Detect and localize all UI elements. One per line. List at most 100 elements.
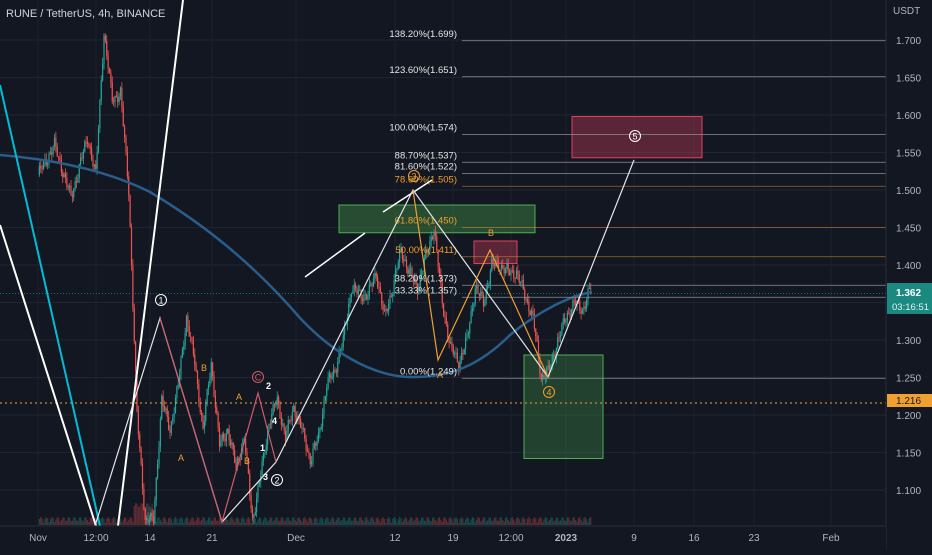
candle-body (438, 266, 441, 275)
volume-bar (492, 520, 494, 525)
volume-bar (389, 518, 391, 525)
candle-body (188, 326, 190, 337)
volume-bar (140, 503, 142, 525)
candle-body (433, 231, 435, 240)
candle-body (42, 161, 45, 169)
candle-body (579, 300, 581, 311)
candle-body (150, 512, 152, 521)
volume-bar (448, 518, 450, 525)
volume-bar (507, 519, 509, 525)
candle-body (509, 270, 511, 275)
candle-body (97, 128, 100, 152)
current-price-badge (887, 283, 932, 314)
volume-bar (554, 520, 556, 525)
volume-bar (130, 517, 133, 525)
candle-body (372, 278, 375, 286)
volume-bar (143, 506, 145, 525)
volume-bar (289, 520, 291, 525)
volume-bar (315, 517, 317, 525)
symbol-title: RUNE / TetherUS, 4h, BINANCE (6, 8, 165, 20)
candle-body (536, 336, 538, 342)
candle-body (262, 453, 265, 462)
volume-bar (487, 520, 489, 525)
volume-bar (188, 522, 190, 525)
candle-body (546, 367, 548, 378)
volume-bar (392, 518, 394, 525)
volume-bar (47, 518, 49, 525)
volume-bar (540, 518, 542, 525)
candle-body (69, 185, 71, 188)
candle-body (364, 294, 366, 296)
candle-body (191, 336, 193, 341)
candle-body (82, 151, 84, 159)
candle-body (474, 288, 476, 304)
candle-body (115, 95, 117, 98)
candle-body (302, 428, 304, 429)
candle-body (467, 333, 469, 335)
candle-body (554, 355, 556, 358)
candle-body (103, 35, 105, 64)
volume-bar (166, 522, 168, 525)
volume-bar (496, 520, 498, 525)
candle-body (128, 176, 130, 196)
candle-body (63, 173, 65, 178)
volume-bar (526, 518, 529, 525)
candle-body (187, 315, 189, 327)
volume-bar (528, 517, 530, 525)
x-tick-label: 14 (144, 533, 156, 544)
volume-bar (69, 517, 71, 525)
volume-bar (250, 522, 252, 525)
y-tick-label: 1.250 (896, 374, 921, 385)
volume-bar (411, 517, 413, 525)
volume-bar (515, 518, 518, 525)
volume-bar (481, 519, 483, 525)
volume-bar (297, 517, 299, 525)
candle-body (117, 97, 119, 102)
candle-body (53, 137, 56, 147)
candle-body (217, 412, 219, 428)
volume-bar (344, 517, 346, 525)
wave-label-4: 4 (546, 388, 551, 398)
volume-bar (386, 518, 388, 525)
subwave-label: 3 (263, 472, 268, 482)
x-tick-label: Nov (29, 533, 47, 544)
candle-body (75, 181, 78, 183)
volume-bar (432, 517, 434, 525)
volume-bar (357, 521, 359, 525)
volume-bar (291, 517, 293, 525)
candle-body (301, 427, 303, 429)
x-tick-label: Feb (822, 533, 840, 544)
volume-bar (553, 521, 555, 525)
volume-bar (529, 518, 531, 525)
volume-bar (382, 517, 384, 525)
candle-body (168, 416, 170, 430)
candle-body (66, 177, 68, 187)
volume-bar (352, 520, 354, 525)
volume-bar (301, 521, 303, 525)
volume-bar (443, 518, 445, 525)
volume-bar (575, 520, 577, 525)
corrective-wave-red (159, 317, 277, 525)
volume-bar (489, 517, 491, 525)
volume-bar (66, 520, 68, 525)
candle-body (553, 355, 555, 357)
volume-bar (327, 518, 329, 525)
candle-body (251, 508, 254, 518)
candle-body (218, 427, 221, 447)
volume-bar (232, 519, 234, 525)
y-tick-label: 1.400 (896, 261, 921, 272)
candle-body (268, 423, 270, 431)
candle-body (258, 481, 260, 485)
candle-body (349, 297, 351, 304)
volume-bar (414, 520, 416, 525)
volume-bar (129, 517, 131, 525)
volume-bar (227, 519, 229, 525)
candle-body (562, 318, 564, 324)
subwave-label: 2 (266, 381, 271, 391)
volume-bar (418, 521, 420, 525)
candle-body (421, 272, 423, 276)
